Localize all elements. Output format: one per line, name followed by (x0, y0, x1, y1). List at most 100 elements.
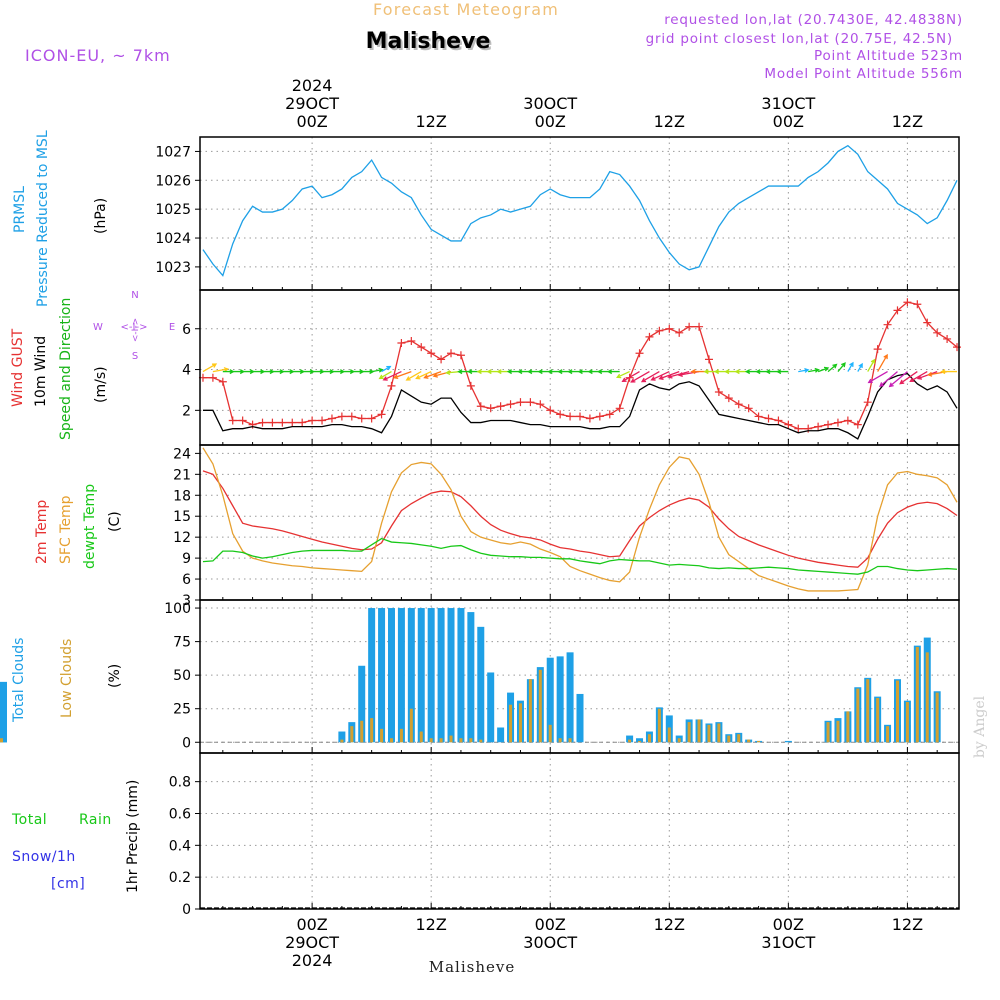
low-cloud-bar (915, 646, 919, 743)
total-cloud-bar (546, 657, 554, 743)
gust-marker (536, 400, 545, 409)
gust-marker (853, 420, 862, 429)
snow-label: Snow/1h (12, 849, 76, 865)
y-tick-label: 0 (182, 902, 191, 918)
low-cloud-bar (836, 720, 840, 743)
time-label-top: 29OCT (285, 94, 339, 113)
time-label-bottom: 30OCT (523, 933, 577, 952)
gust-marker (675, 328, 684, 337)
gust-marker (516, 398, 525, 407)
cloud-labels: Total Clouds Low Clouds (%) (11, 638, 123, 723)
time-label-top: 12Z (892, 112, 923, 131)
wind-direction-arrow (242, 369, 255, 375)
wind-direction-arrow (867, 371, 888, 384)
low-cloud-bar (439, 738, 443, 743)
wind-direction-arrow (272, 369, 285, 375)
panel-frame (199, 752, 960, 910)
low-cloud-bar (638, 740, 642, 743)
wind-10m-label: 10m Wind (33, 336, 49, 407)
gust-marker (486, 404, 495, 413)
gust-marker (833, 418, 842, 427)
gust-marker (298, 418, 307, 427)
wind-direction-arrow (879, 371, 898, 388)
wind-direction-arrow (423, 370, 442, 379)
gust-marker (308, 416, 317, 425)
wind-direction-arrow (382, 370, 402, 381)
gust-marker (595, 412, 604, 421)
gust-marker (655, 326, 664, 335)
model-label: ICON-EU, ~ 7km (25, 46, 171, 65)
temp-2m-label: 2m Temp (34, 500, 50, 564)
gust-marker (397, 339, 406, 348)
y-tick-label: 12 (173, 530, 191, 546)
total-clouds-label: Total Clouds (11, 638, 27, 723)
time-label-top: 30OCT (523, 94, 577, 113)
wind-labels: Wind GUST 10m Wind Speed and Direction (… (10, 290, 175, 440)
low-cloud-bar (826, 722, 830, 743)
time-label-top: 00Z (773, 112, 804, 131)
y-tick-label: 75 (173, 635, 191, 651)
time-label-top: 12Z (416, 112, 447, 131)
gust-marker (575, 412, 584, 421)
total-cloud-bar (497, 727, 505, 743)
compass-legend: W E <-I-> <-I-> N S (93, 290, 175, 362)
wind-direction-arrow (371, 367, 384, 373)
y-tick-label: 1027 (155, 144, 191, 160)
compass-east: E (169, 322, 175, 333)
compass-south: S (132, 351, 138, 362)
gust-marker (208, 373, 217, 382)
gust-marker (456, 351, 465, 360)
gust-marker (546, 406, 555, 415)
total-cloud-bar (626, 735, 634, 743)
y-tick-label: 21 (173, 467, 191, 483)
wind-direction-arrow (232, 369, 246, 375)
wind-direction-arrow (877, 353, 888, 372)
wind-direction-arrow (621, 371, 640, 383)
wind-direction-arrow (926, 370, 948, 377)
low-cloud-bar (409, 708, 413, 743)
wind-direction-arrow (312, 369, 325, 375)
wind-direction-arrow (658, 370, 680, 380)
low-cloud-bar (469, 738, 473, 743)
low-cloud-bar (380, 728, 384, 743)
gust-marker (645, 332, 654, 341)
y-tick-label: 0.8 (169, 775, 191, 791)
gust-marker (288, 418, 297, 427)
wind-panel: 2 4 6 (182, 289, 962, 446)
low-cloud-bar (360, 720, 364, 743)
compass-north: N (131, 290, 138, 301)
low-cloud-bar (707, 724, 711, 743)
gust-marker (714, 387, 723, 396)
gust-marker (506, 400, 515, 409)
pressure-panel: 1023 1024 1025 1026 1027 (155, 136, 960, 291)
time-label-top: 2024 (292, 76, 333, 95)
gust-marker (437, 355, 446, 364)
wind-direction-arrow (650, 370, 670, 381)
precip-panel: 0 0.2 0.4 0.6 0.8 (169, 752, 960, 918)
y-tick-label: 50 (173, 668, 191, 684)
gust-marker (843, 416, 852, 425)
gust-marker (258, 418, 267, 427)
gust-marker (268, 418, 277, 427)
total-cloud-bar (467, 612, 475, 743)
wind-direction-arrow (252, 369, 266, 375)
low-cloud-bar (389, 738, 393, 743)
gust-marker (685, 322, 694, 331)
gust-marker (387, 381, 396, 390)
total-cloud-bar (368, 608, 376, 743)
gust-marker (447, 349, 456, 358)
gust-marker (893, 306, 902, 315)
gust-marker (873, 345, 882, 354)
y-tick-label: 4 (182, 363, 191, 379)
low-cloud-bar (687, 722, 691, 743)
low-clouds-label: Low Clouds (59, 639, 75, 718)
series-dewpt-temp (202, 537, 958, 575)
wind-direction-arrow (808, 367, 820, 373)
gust-marker (585, 414, 594, 423)
total-cloud-bar (358, 665, 366, 743)
wind-direction-arrow (847, 361, 854, 372)
watermark: by Angel (972, 695, 988, 758)
low-cloud-bar (935, 692, 939, 743)
low-cloud-bar (647, 734, 651, 743)
